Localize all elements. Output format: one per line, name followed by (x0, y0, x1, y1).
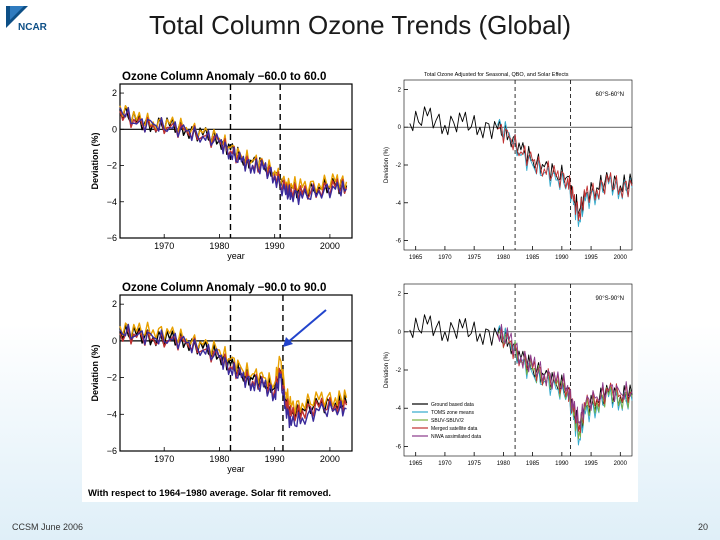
y-tick-label: −2 (107, 373, 117, 383)
x-tick-label: 1980 (209, 454, 229, 464)
y-tick-label: 2 (398, 87, 402, 93)
region-label: 60°S-60°N (596, 92, 624, 98)
x-tick-label: 1980 (497, 461, 511, 467)
pointer-arrow-head (283, 337, 293, 347)
x-tick-label: 1990 (265, 241, 285, 251)
x-tick-label: 1985 (526, 255, 540, 261)
y-axis-label: Deviation (%) (90, 344, 100, 401)
legend-label: Ground based data (431, 402, 474, 408)
series-line (119, 328, 348, 422)
plot-frame (119, 294, 353, 452)
y-tick-label: -2 (396, 163, 402, 169)
y-axis-label: Deviation (%) (384, 147, 390, 183)
series-line (119, 106, 347, 206)
x-tick-label: 1985 (526, 461, 540, 467)
y-axis-label: Deviation (%) (384, 352, 390, 388)
plot-frame (403, 79, 633, 251)
slide-title: Total Column Ozone Trends (Global) (149, 10, 571, 40)
x-tick-label: 1980 (209, 241, 229, 251)
y-tick-label: 2 (398, 292, 402, 298)
y-tick-label: −4 (107, 409, 117, 419)
y-tick-label: −6 (107, 233, 117, 243)
legend-label: NIWA assimilated data (431, 434, 481, 440)
chart-bottom-left: 1970 1980 1990 2000 2 0 −2 −4 −6 year Deviation (%… (90, 282, 353, 474)
chart-top-left: 1970 1980 1990 2000 2 0 −2 −4 −6 year Deviation (%… (90, 71, 353, 261)
y-tick-label: 0 (112, 124, 117, 134)
x-axis-label: year (227, 251, 245, 261)
y-tick-label: -6 (396, 239, 402, 245)
y-tick-label: -4 (396, 406, 402, 412)
x-tick-label: 1990 (555, 255, 569, 261)
legend-label: SBUV-SBUV/2 (431, 418, 464, 424)
x-tick-label: 2000 (320, 241, 340, 251)
y-tick-label: −6 (107, 446, 117, 456)
x-tick-label: 1995 (584, 461, 598, 467)
series-line (409, 106, 633, 215)
series-line (119, 105, 348, 195)
y-tick-label: 0 (398, 125, 402, 131)
footer-text: CCSM June 2006 (12, 522, 84, 532)
chart-title: Ozone Column Anomaly −90.0 to 90.0 (122, 282, 326, 294)
series-line (119, 321, 348, 415)
x-tick-label: 1970 (438, 461, 452, 467)
pointer-arrow (286, 309, 327, 344)
x-tick-label: 1990 (555, 461, 569, 467)
series-line (119, 323, 347, 429)
ncar-logo (6, 6, 28, 28)
x-tick-label: 1980 (497, 255, 511, 261)
y-tick-label: −2 (107, 161, 117, 171)
y-axis-label: Deviation (%) (90, 132, 100, 189)
series-line (119, 110, 348, 200)
x-tick-label: 1965 (409, 255, 423, 261)
x-tick-label: 1970 (154, 454, 174, 464)
x-tick-label: 2000 (320, 454, 340, 464)
y-tick-label: 0 (112, 336, 117, 346)
y-tick-label: -2 (396, 368, 402, 374)
x-tick-label: 2000 (614, 461, 628, 467)
y-tick-label: -4 (396, 201, 402, 207)
x-tick-label: 1975 (467, 461, 481, 467)
y-tick-label: -6 (396, 444, 402, 450)
x-tick-label: 1990 (265, 454, 285, 464)
x-tick-label: 1970 (438, 255, 452, 261)
legend-label: TOMS zone means (431, 410, 474, 416)
series-line (497, 118, 633, 228)
series-line (497, 323, 633, 428)
x-axis-label: year (227, 464, 245, 474)
x-tick-label: 1970 (154, 241, 174, 251)
figure-panel: 1970 1980 1990 2000 2 0 −2 −4 −6 year Deviation (%… (82, 66, 638, 502)
chart-title: Ozone Column Anomaly −60.0 to 60.0 (122, 71, 326, 83)
y-tick-label: −4 (107, 197, 117, 207)
x-tick-label: 1965 (409, 461, 423, 467)
series-line (497, 124, 633, 222)
page-number: 20 (697, 522, 708, 532)
chart-bottom-right: 1965 1970 1975 1980 1985 1990 1995 2000 2 0 -2 -4 -6… (384, 283, 633, 467)
y-tick-label: 0 (398, 330, 402, 336)
x-tick-label: 1975 (467, 255, 481, 261)
panel-note: With respect to 1964−1980 average. Solar… (88, 488, 331, 499)
x-tick-label: 2000 (614, 255, 628, 261)
plot-frame (119, 83, 353, 239)
region-label: 90°S-90°N (596, 296, 624, 302)
y-tick-label: 2 (112, 88, 117, 98)
y-tick-label: 2 (112, 299, 117, 309)
logo-text: NCAR (18, 22, 47, 33)
chart-title: Total Ozone Adjusted for Seasonal, QBO, … (424, 72, 569, 78)
legend-label: Merged satellite data (431, 426, 478, 432)
chart-top-right: 1965 1970 1975 1980 1985 1990 1995 2000 2 0 -2 -4 -6… (384, 72, 633, 261)
x-tick-label: 1995 (584, 255, 598, 261)
